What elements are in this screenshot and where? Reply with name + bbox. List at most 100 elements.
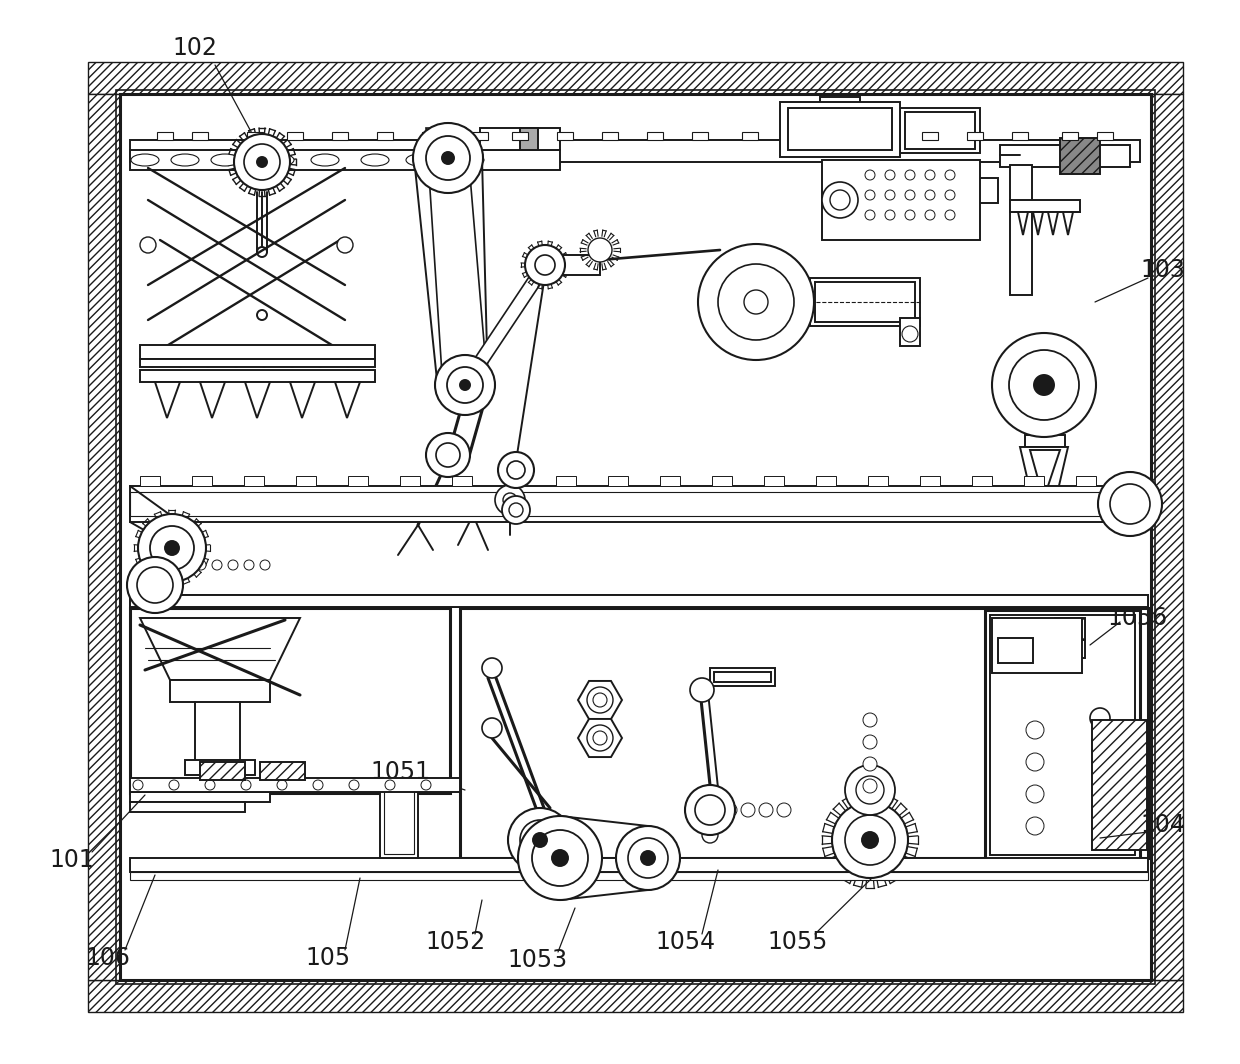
Bar <box>130 802 246 812</box>
Circle shape <box>1034 375 1054 395</box>
Circle shape <box>427 433 470 477</box>
Bar <box>130 595 1148 606</box>
Bar <box>990 615 1135 855</box>
Circle shape <box>228 560 238 570</box>
Text: 102: 102 <box>172 36 217 60</box>
Bar <box>130 150 560 170</box>
Bar <box>608 476 627 486</box>
Bar <box>764 476 784 486</box>
Bar <box>130 492 1148 516</box>
Circle shape <box>616 826 680 890</box>
Polygon shape <box>1021 447 1068 491</box>
Bar <box>88 94 120 980</box>
Circle shape <box>863 779 877 793</box>
Circle shape <box>593 693 608 706</box>
Circle shape <box>785 263 795 273</box>
Text: 1055: 1055 <box>768 930 828 954</box>
Circle shape <box>175 582 181 588</box>
Circle shape <box>502 496 529 523</box>
Circle shape <box>234 134 290 190</box>
Circle shape <box>844 815 895 865</box>
Circle shape <box>945 210 955 220</box>
Circle shape <box>925 170 935 180</box>
Circle shape <box>441 152 454 164</box>
Bar <box>348 476 368 486</box>
Bar <box>460 608 1148 858</box>
Ellipse shape <box>311 154 339 166</box>
Circle shape <box>698 244 813 360</box>
Bar <box>877 132 893 140</box>
Circle shape <box>885 190 895 200</box>
Circle shape <box>905 190 915 200</box>
Circle shape <box>508 808 572 872</box>
Circle shape <box>885 170 895 180</box>
Bar <box>711 668 775 686</box>
Ellipse shape <box>456 154 484 166</box>
Circle shape <box>427 136 470 180</box>
Circle shape <box>863 757 877 771</box>
Bar <box>998 638 1033 663</box>
Polygon shape <box>1018 212 1028 235</box>
Bar <box>453 476 472 486</box>
Text: 104: 104 <box>1141 813 1185 837</box>
Bar <box>815 282 915 322</box>
Polygon shape <box>246 382 270 418</box>
Circle shape <box>257 157 267 167</box>
Circle shape <box>212 560 222 570</box>
Bar <box>88 980 1183 1012</box>
Bar <box>920 476 940 486</box>
Circle shape <box>777 803 791 817</box>
Circle shape <box>196 560 206 570</box>
Bar <box>1025 435 1065 447</box>
Circle shape <box>136 567 174 603</box>
Bar <box>192 132 208 140</box>
Circle shape <box>205 359 212 367</box>
Bar <box>130 778 460 792</box>
Bar <box>787 132 804 140</box>
Circle shape <box>534 255 556 275</box>
Polygon shape <box>465 253 546 397</box>
Circle shape <box>866 210 875 220</box>
Bar <box>247 132 263 140</box>
Polygon shape <box>1030 450 1060 486</box>
Circle shape <box>260 560 270 570</box>
Polygon shape <box>1048 212 1058 235</box>
Bar <box>787 109 892 150</box>
Bar <box>1011 200 1080 212</box>
Bar <box>401 476 420 486</box>
Bar <box>1097 132 1114 140</box>
Circle shape <box>148 359 156 367</box>
Text: 105: 105 <box>305 946 351 970</box>
Polygon shape <box>1033 212 1043 235</box>
Circle shape <box>129 582 135 588</box>
Bar <box>140 476 160 486</box>
Circle shape <box>1110 484 1149 523</box>
Circle shape <box>587 725 613 751</box>
Bar <box>780 102 900 157</box>
Bar <box>130 486 1148 522</box>
Bar <box>900 318 920 346</box>
Circle shape <box>587 687 613 713</box>
Bar <box>692 132 708 140</box>
Bar <box>332 132 348 140</box>
Bar <box>140 359 374 367</box>
Bar <box>130 792 270 802</box>
Circle shape <box>717 263 727 273</box>
Circle shape <box>945 170 955 180</box>
Text: 1056: 1056 <box>1107 606 1168 630</box>
Bar <box>157 132 174 140</box>
Bar <box>192 476 212 486</box>
Circle shape <box>244 144 280 180</box>
Circle shape <box>436 443 460 467</box>
Text: 1053: 1053 <box>508 948 568 972</box>
Bar <box>810 278 920 326</box>
Circle shape <box>863 735 877 749</box>
Ellipse shape <box>171 154 198 166</box>
Bar <box>985 610 1140 860</box>
Circle shape <box>702 827 718 843</box>
Circle shape <box>135 598 141 604</box>
Circle shape <box>1090 708 1110 728</box>
Ellipse shape <box>131 154 159 166</box>
Bar <box>712 476 732 486</box>
Circle shape <box>460 380 470 390</box>
